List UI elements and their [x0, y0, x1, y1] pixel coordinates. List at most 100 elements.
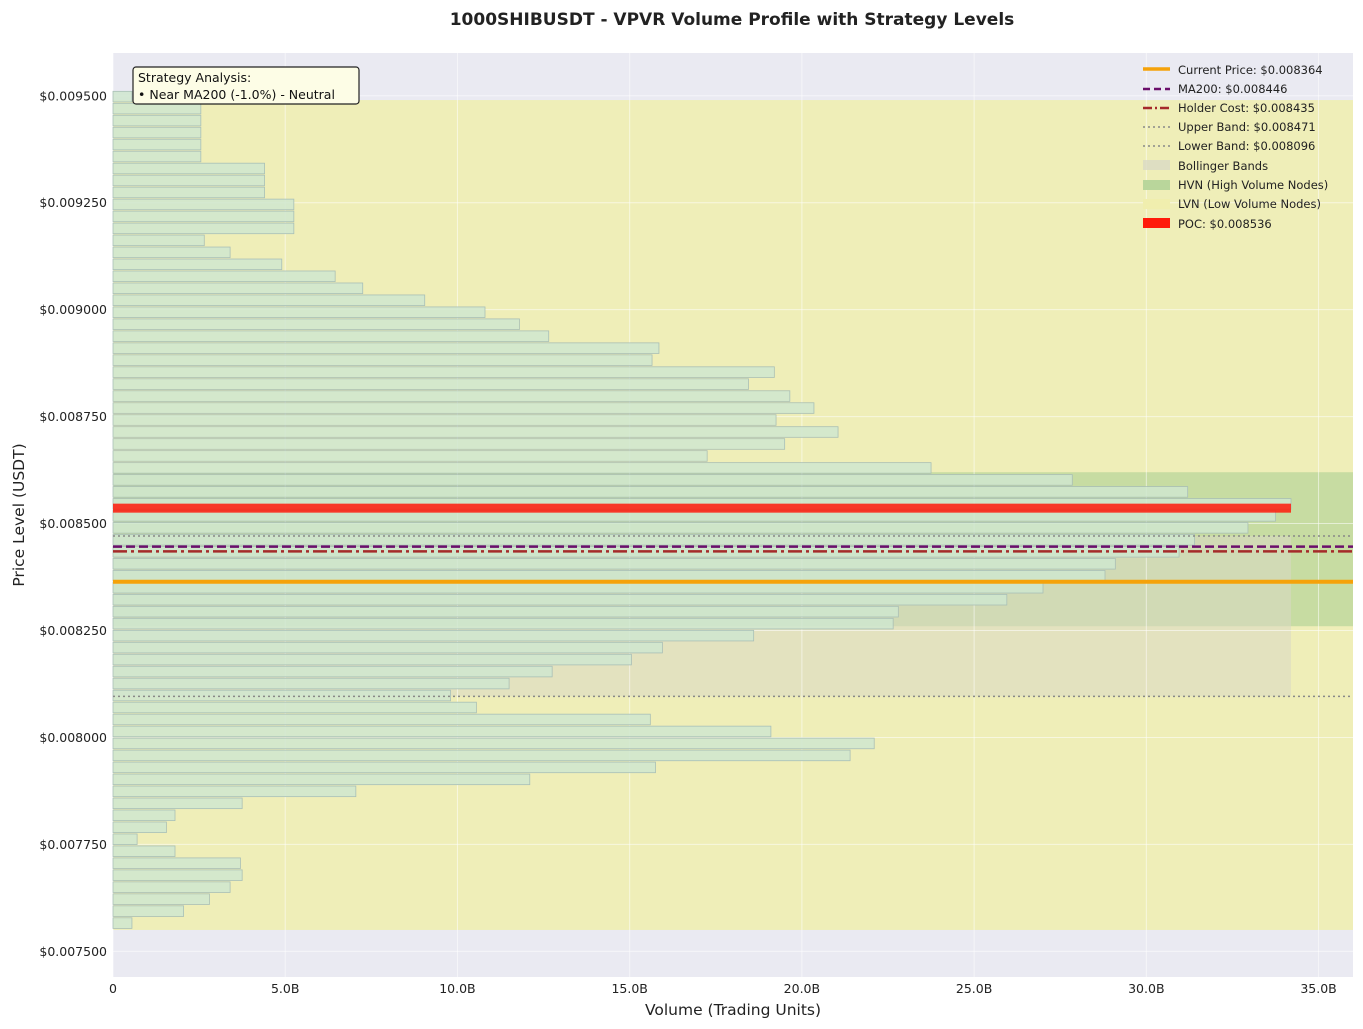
- legend-lvn-swatch: [1143, 199, 1170, 209]
- volume-bar: [112, 725, 772, 738]
- volume-bar: [112, 617, 894, 630]
- y-tick-label: $0.009250: [39, 195, 107, 210]
- volume-bar: [112, 582, 1044, 594]
- y-tick-label: $0.009000: [39, 302, 107, 317]
- volume-bar: [112, 558, 1116, 570]
- volume-bar: [112, 761, 656, 774]
- volume-bar: [112, 390, 791, 402]
- volume-bar: [112, 833, 138, 845]
- volume-bar: [112, 378, 749, 390]
- volume-bar: [112, 438, 786, 450]
- legend-hvn: HVN (High Volume Nodes): [1178, 178, 1328, 192]
- volume-bar: [112, 522, 1249, 534]
- y-axis-ticks: $0.007500 $0.007750 $0.008000 $0.008250 $0.0…: [39, 88, 107, 959]
- volume-bar: [112, 749, 851, 762]
- volume-bar: [112, 282, 364, 294]
- volume-bar: [112, 821, 167, 833]
- volume-bar: [112, 701, 477, 714]
- volume-bar: [112, 570, 1106, 582]
- volume-bar: [112, 198, 295, 211]
- volume-bar: [112, 677, 510, 690]
- volume-bar: [112, 462, 932, 474]
- y-axis-label: Price Level (USDT): [10, 443, 28, 586]
- volume-bar: [112, 210, 295, 223]
- x-tick-label: 25.0B: [956, 981, 992, 996]
- volume-bar: [112, 593, 1008, 606]
- volume-bar: [112, 366, 775, 378]
- volume-bar: [112, 90, 133, 103]
- volume-bar: [112, 474, 1073, 486]
- volume-bar: [112, 689, 451, 702]
- x-tick-label: 10.0B: [439, 981, 475, 996]
- legend: Current Price: $0.008364 MA200: $0.00844…: [1143, 63, 1328, 231]
- legend-lvn: LVN (Low Volume Nodes): [1178, 197, 1321, 211]
- volume-bar: [112, 797, 243, 810]
- volume-bar: [112, 629, 755, 642]
- volume-bar: [112, 270, 336, 283]
- poc-bar: [113, 503, 1291, 513]
- volume-bar: [112, 845, 176, 857]
- volume-bar: [112, 354, 653, 366]
- y-tick-label: $0.008000: [39, 730, 107, 745]
- y-tick-label: $0.007500: [39, 944, 107, 959]
- volume-bar: [112, 905, 185, 917]
- volume-bar: [112, 150, 202, 163]
- legend-hvn-swatch: [1143, 180, 1170, 190]
- strategy-annotation: Strategy Analysis: • Near MA200 (-1.0%) …: [132, 66, 360, 105]
- x-tick-label: 30.0B: [1128, 981, 1164, 996]
- volume-bar: [112, 881, 231, 893]
- volume-bar: [112, 330, 550, 342]
- volume-bar: [112, 809, 176, 822]
- volume-bar: [112, 785, 357, 798]
- volume-bar: [112, 342, 660, 354]
- volume-bar: [112, 917, 133, 929]
- legend-poc-swatch: [1143, 218, 1170, 228]
- volume-bar: [112, 138, 202, 151]
- volume-bar: [112, 641, 663, 654]
- legend-holder-cost: Holder Cost: $0.008435: [1178, 101, 1315, 115]
- volume-bar: [112, 737, 875, 750]
- annotation-line-1: Strategy Analysis:: [138, 70, 251, 85]
- volume-bar: [112, 126, 202, 139]
- annotation-line-2: • Near MA200 (-1.0%) - Neutral: [138, 87, 335, 102]
- volume-bar: [112, 665, 553, 678]
- volume-bar: [112, 102, 202, 115]
- annotation-box: [132, 66, 360, 105]
- volume-bar: [112, 773, 531, 786]
- legend-ma200: MA200: $0.008446: [1178, 82, 1287, 96]
- volume-bar: [112, 306, 486, 318]
- volume-bar: [112, 893, 210, 905]
- x-tick-label: 35.0B: [1300, 981, 1336, 996]
- legend-current-price: Current Price: $0.008364: [1178, 63, 1323, 77]
- volume-bar: [112, 869, 243, 881]
- volume-bar: [112, 114, 202, 127]
- volume-bar: [112, 713, 651, 726]
- volume-bar: [112, 174, 265, 187]
- volume-bar: [112, 402, 815, 414]
- legend-upper-band: Upper Band: $0.008471: [1178, 120, 1316, 134]
- x-axis-label: Volume (Trading Units): [645, 1001, 821, 1019]
- volume-bar: [112, 162, 265, 175]
- legend-poc: POC: $0.008536: [1178, 217, 1272, 231]
- y-tick-label: $0.009500: [39, 88, 107, 103]
- legend-bollinger-swatch: [1143, 160, 1170, 170]
- strategy-lines: [113, 503, 1353, 698]
- x-tick-label: 15.0B: [611, 981, 647, 996]
- volume-bar: [112, 246, 231, 259]
- volume-bar: [112, 450, 708, 462]
- volume-bar: [112, 258, 283, 271]
- volume-bar: [112, 414, 777, 426]
- legend-bollinger: Bollinger Bands: [1178, 159, 1268, 173]
- volume-bar: [112, 318, 520, 330]
- volume-bar: [112, 186, 265, 199]
- y-tick-label: $0.008750: [39, 409, 107, 424]
- volume-bar: [112, 605, 899, 618]
- legend-lower-band: Lower Band: $0.008096: [1178, 139, 1315, 153]
- volume-bar: [112, 534, 1195, 546]
- volume-bar: [112, 426, 839, 438]
- chart-title: 1000SHIBUSDT - VPVR Volume Profile with …: [450, 10, 1015, 30]
- y-tick-label: $0.007750: [39, 837, 107, 852]
- x-tick-label: 0: [109, 981, 117, 996]
- volume-bar: [112, 653, 632, 666]
